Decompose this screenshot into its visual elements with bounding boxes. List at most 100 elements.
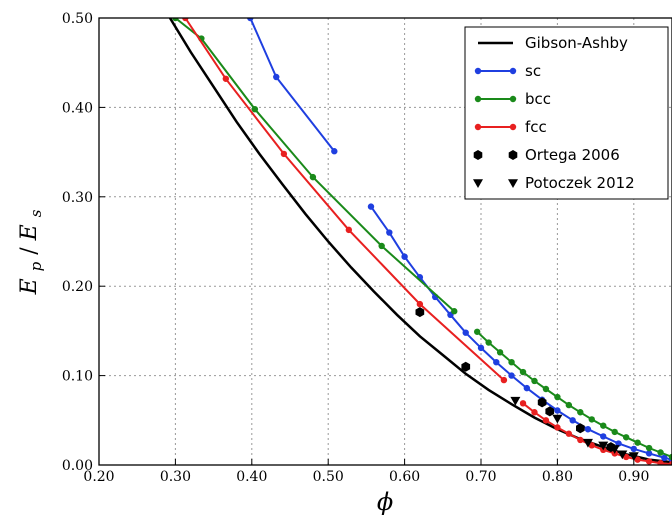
legend-marker (509, 123, 517, 131)
x-tick-label: 0.80 (542, 469, 573, 485)
data-point (661, 454, 668, 462)
data-point (273, 73, 280, 81)
data-point (537, 397, 547, 408)
series-fcc (182, 18, 672, 465)
x-tick-label: 0.40 (236, 469, 267, 485)
grid (99, 18, 672, 465)
data-point (668, 453, 672, 461)
y-tick-label: 0.20 (62, 279, 93, 295)
y-tick-label: 0.50 (62, 11, 93, 27)
data-point (584, 426, 592, 433)
data-point (628, 452, 639, 462)
data-point (542, 417, 550, 424)
x-tick-label: 0.70 (465, 469, 496, 485)
plot-area (168, 18, 672, 465)
data-point (576, 423, 585, 434)
data-point (611, 428, 618, 436)
data-point (598, 441, 609, 451)
data-point (510, 396, 521, 406)
data-point (508, 358, 515, 366)
data-point (401, 253, 408, 260)
legend-label: Potoczek 2012 (525, 174, 635, 192)
y-axis-label-main: E (17, 278, 42, 295)
legend-label: Gibson-Ashby (525, 34, 628, 52)
series-line (476, 331, 672, 458)
y-tick-label: 0.40 (62, 100, 93, 116)
data-point (331, 148, 338, 155)
data-point (182, 18, 189, 22)
data-point (545, 406, 555, 417)
x-tick-label: 0.50 (313, 469, 344, 485)
plot-frame (98, 17, 672, 466)
data-point (309, 173, 317, 181)
data-point (345, 226, 353, 234)
data-point (508, 372, 515, 379)
data-point (634, 439, 641, 446)
series-line (249, 18, 336, 152)
legend-marker (473, 150, 483, 160)
data-point (577, 436, 584, 444)
data-point (569, 417, 576, 424)
data-point (645, 450, 653, 457)
data-point (588, 416, 595, 423)
y-tick-label: 0.10 (62, 369, 93, 385)
data-point (657, 460, 664, 465)
data-point (668, 460, 672, 465)
y-axis-label-sub-num: p (27, 261, 45, 271)
data-point (565, 401, 573, 409)
y-axis-label-main-den: E (17, 224, 42, 241)
legend-marker (474, 123, 482, 131)
y-axis-label-sub-den: s (27, 209, 45, 217)
y-tick-label: 0.30 (62, 190, 93, 206)
data-point (554, 407, 561, 414)
series-line (184, 18, 505, 381)
data-point (542, 385, 550, 393)
data-point (617, 450, 628, 460)
data-point (645, 444, 653, 452)
data-point (485, 339, 492, 346)
x-tick-label: 0.30 (160, 469, 191, 485)
legend-label: fcc (525, 118, 547, 136)
data-point (473, 328, 481, 335)
data-point (531, 377, 538, 385)
legend-marker (508, 179, 518, 188)
y-tick-label: 0.00 (62, 458, 93, 474)
data-point (554, 424, 561, 431)
data-point (222, 75, 230, 82)
data-point (251, 105, 259, 113)
data-point (634, 456, 641, 463)
data-point (477, 344, 485, 352)
legend-label: Ortega 2006 (525, 146, 620, 164)
data-point (552, 414, 563, 424)
x-axis-label: ϕ (377, 488, 393, 516)
series-potoczek-2012 (510, 396, 639, 462)
y-axis-label: E p / E s (17, 209, 47, 295)
data-point (645, 458, 653, 465)
data-point (609, 445, 620, 454)
data-point (600, 422, 607, 429)
data-point (247, 18, 254, 22)
data-point (280, 150, 288, 158)
legend-marker (474, 95, 482, 103)
data-point (462, 329, 469, 336)
legend-marker (474, 67, 482, 75)
data-point (577, 409, 584, 416)
legend-marker (508, 150, 518, 160)
data-point (565, 430, 573, 437)
data-point (451, 308, 458, 315)
data-point (367, 203, 375, 210)
data-point (622, 434, 630, 441)
data-point (496, 349, 504, 356)
data-point (378, 242, 385, 250)
data-point (523, 384, 531, 392)
data-point (630, 445, 637, 453)
data-point (519, 368, 527, 376)
data-point (519, 400, 527, 407)
data-point (386, 229, 393, 236)
x-tick-label: 0.20 (83, 469, 114, 485)
data-point (600, 433, 607, 440)
data-point (582, 438, 593, 448)
data-point (461, 361, 471, 372)
legend-label: sc (525, 62, 541, 80)
